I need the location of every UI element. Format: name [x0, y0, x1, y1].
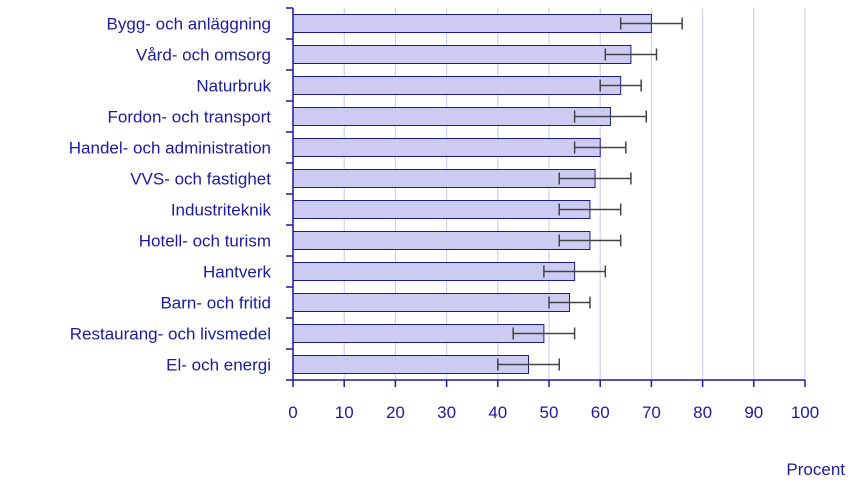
bars [292, 14, 652, 374]
category-label: VVS- och fastighet [130, 170, 271, 189]
axes [286, 7, 806, 387]
gridlines [343, 8, 806, 380]
bar [292, 138, 601, 157]
bar [292, 14, 652, 33]
bar [292, 324, 545, 343]
x-tick-label: 40 [488, 403, 507, 422]
category-label: Naturbruk [196, 77, 271, 96]
category-label: Fordon- och transport [108, 108, 272, 127]
x-tick-labels: 0 10 20 30 40 50 60 70 80 90 100 [288, 403, 819, 422]
x-tick-label: 10 [335, 403, 354, 422]
x-tick-label: 90 [744, 403, 763, 422]
category-label: Handel- och administration [69, 139, 271, 158]
x-tick-label: 20 [386, 403, 405, 422]
category-label: El- och energi [166, 356, 271, 375]
category-label: Restaurang- och livsmedel [70, 325, 271, 344]
x-tick-label: 30 [437, 403, 456, 422]
bar [292, 76, 622, 95]
x-tick-label: 50 [540, 403, 559, 422]
x-tick-label: 60 [591, 403, 610, 422]
bar [292, 231, 591, 250]
category-labels: Bygg- och anläggning Vård- och omsorg Natu… [69, 15, 272, 375]
x-tick-label: 80 [693, 403, 712, 422]
bar [292, 169, 596, 188]
x-tick-label: 0 [288, 403, 297, 422]
bar [292, 45, 632, 64]
bar [292, 107, 611, 126]
category-label: Bygg- och anläggning [107, 15, 271, 34]
x-tick-label: 100 [791, 403, 819, 422]
bar [292, 262, 576, 281]
x-tick-label: 70 [642, 403, 661, 422]
bar [292, 293, 570, 312]
bar [292, 355, 530, 374]
category-label: Vård- och omsorg [136, 46, 271, 65]
bar [292, 200, 591, 219]
x-axis-title: Procent [786, 460, 845, 479]
category-label: Hantverk [203, 263, 272, 282]
category-label: Industriteknik [171, 201, 272, 220]
category-label: Hotell- och turism [139, 232, 271, 251]
error-bars [497, 17, 683, 371]
category-label: Barn- och fritid [160, 294, 271, 313]
